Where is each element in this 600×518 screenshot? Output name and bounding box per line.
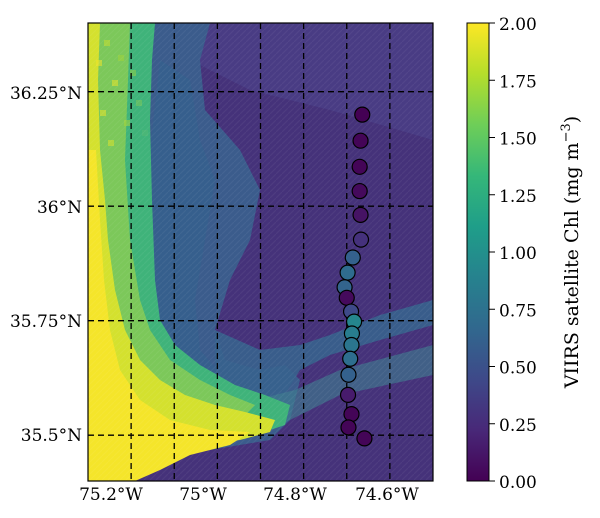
- colorbar: 0.00 0.25 0.50 0.75 1.00 1.25 1.50 1.75 2.00 VII…: [466, 15, 583, 493]
- sample-point: [338, 289, 355, 306]
- sample-point: [356, 430, 373, 447]
- lon-label: 75.2°W: [79, 485, 143, 505]
- gridlines: [88, 23, 433, 481]
- colorbar-tick-label: 0.25: [499, 416, 537, 436]
- sample-point: [339, 386, 357, 403]
- sample-point: [340, 366, 357, 383]
- sample-markers: [336, 106, 373, 447]
- colorbar-tick-label: 1.50: [499, 130, 537, 150]
- lat-label: 36°N: [37, 198, 82, 218]
- lon-label: 75°W: [179, 485, 227, 505]
- sample-point: [351, 182, 368, 200]
- sample-point: [343, 336, 360, 354]
- lat-label: 36.25°N: [10, 84, 82, 104]
- lat-label: 35.5°N: [21, 426, 82, 446]
- colorbar-tick-label: 1.25: [499, 187, 537, 207]
- colorbar-label: VIIRS satellite Chl (mg m−3): [559, 116, 583, 389]
- colorbar-ticks: 0.00 0.25 0.50 0.75 1.00 1.25 1.50 1.75 2.00: [489, 15, 537, 493]
- sample-point: [352, 132, 369, 149]
- colorbar-tick-label: 1.00: [499, 244, 537, 264]
- sample-point: [354, 106, 371, 123]
- sample-point: [351, 158, 368, 175]
- colorbar-tick-label: 0.50: [499, 359, 537, 379]
- map-frame: [87, 22, 434, 482]
- latitude-labels: 36.25°N 36°N 35.75°N 35.5°N: [10, 84, 82, 446]
- colorbar-gradient: [467, 23, 489, 481]
- lon-label: 74.6°W: [355, 485, 419, 505]
- lat-label: 35.75°N: [10, 312, 82, 332]
- sample-point: [352, 231, 370, 248]
- colorbar-tick-label: 2.00: [499, 15, 537, 35]
- sample-point: [352, 206, 369, 224]
- colorbar-tick-label: 0.75: [499, 301, 537, 321]
- chlorophyll-field: [88, 23, 433, 481]
- sample-point: [342, 350, 359, 367]
- sample-point: [339, 264, 356, 281]
- colorbar-tick-label: 0.00: [499, 473, 537, 493]
- sample-point: [340, 419, 357, 436]
- map-panel: 36.25°N 36°N 35.75°N 35.5°N 75.2°W 75°W …: [10, 22, 434, 505]
- colorbar-tick-label: 1.75: [499, 72, 537, 92]
- sample-point: [343, 406, 360, 423]
- longitude-labels: 75.2°W 75°W 74.8°W 74.6°W: [79, 485, 419, 505]
- lon-label: 74.8°W: [263, 485, 327, 505]
- sample-point: [344, 249, 361, 266]
